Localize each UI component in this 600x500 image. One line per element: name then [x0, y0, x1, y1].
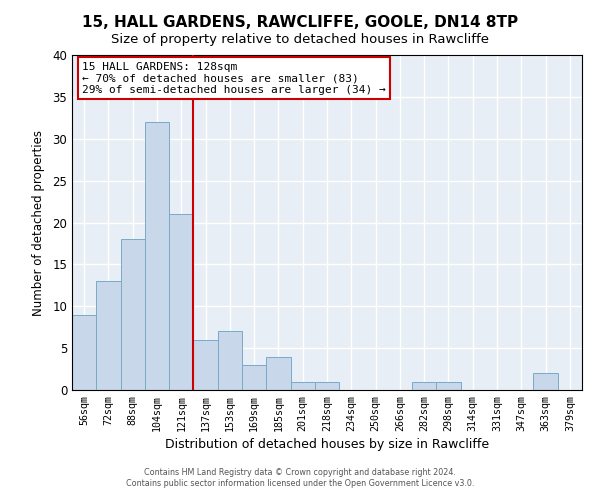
- Bar: [533, 373, 558, 390]
- Bar: [193, 340, 218, 390]
- Bar: [266, 356, 290, 390]
- Bar: [290, 382, 315, 390]
- Bar: [169, 214, 193, 390]
- Text: 15 HALL GARDENS: 128sqm
← 70% of detached houses are smaller (83)
29% of semi-de: 15 HALL GARDENS: 128sqm ← 70% of detache…: [82, 62, 386, 95]
- Text: Size of property relative to detached houses in Rawcliffe: Size of property relative to detached ho…: [111, 32, 489, 46]
- Bar: [96, 281, 121, 390]
- Bar: [145, 122, 169, 390]
- Bar: [436, 382, 461, 390]
- Text: Contains HM Land Registry data © Crown copyright and database right 2024.
Contai: Contains HM Land Registry data © Crown c…: [126, 468, 474, 487]
- Text: 15, HALL GARDENS, RAWCLIFFE, GOOLE, DN14 8TP: 15, HALL GARDENS, RAWCLIFFE, GOOLE, DN14…: [82, 15, 518, 30]
- Bar: [121, 240, 145, 390]
- Y-axis label: Number of detached properties: Number of detached properties: [32, 130, 46, 316]
- X-axis label: Distribution of detached houses by size in Rawcliffe: Distribution of detached houses by size …: [165, 438, 489, 451]
- Bar: [315, 382, 339, 390]
- Bar: [72, 314, 96, 390]
- Bar: [412, 382, 436, 390]
- Bar: [242, 365, 266, 390]
- Bar: [218, 332, 242, 390]
